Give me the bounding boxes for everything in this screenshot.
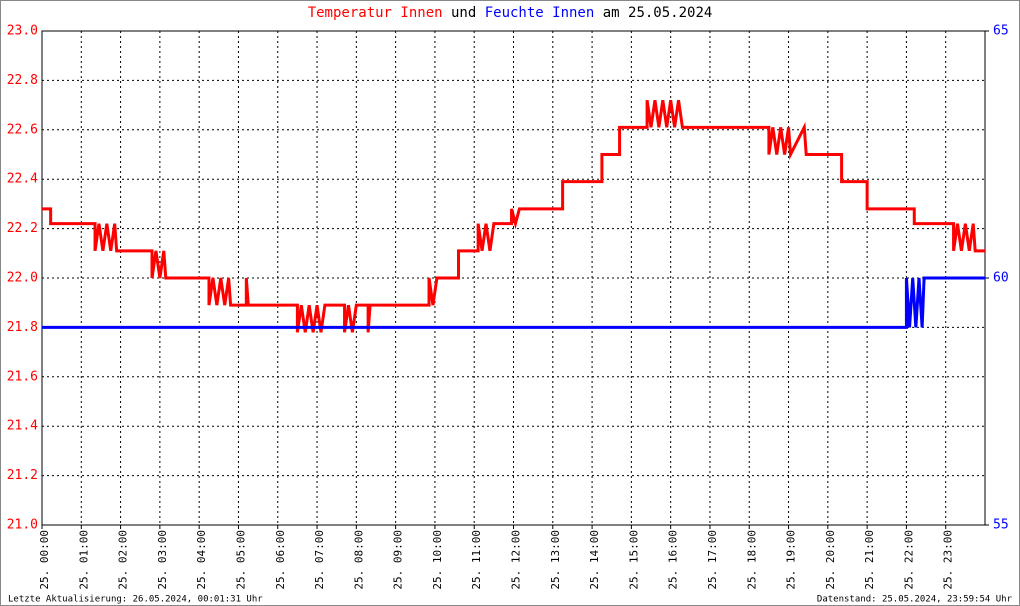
x-tick-label: 25. 12:00 [510,530,523,590]
x-tick-label: 25. 02:00 [117,530,130,590]
x-tick-label: 25. 21:00 [863,530,876,590]
y2-tick-label: 55 [993,518,1009,533]
x-tick-label: 25. 07:00 [313,530,326,590]
y-tick-label: 21.2 [7,468,38,483]
x-tick-label: 25. 20:00 [824,530,837,590]
x-tick-label: 25. 06:00 [274,530,287,590]
title-series-1: Temperatur Innen [308,5,443,21]
y-tick-label: 21.8 [7,320,38,335]
x-tick-label: 25. 16:00 [667,530,680,590]
x-tick-label: 25. 09:00 [392,530,405,590]
x-tick-label: 25. 17:00 [706,530,719,590]
x-tick-label: 25. 14:00 [588,530,601,590]
x-tick-label: 25. 03:00 [156,530,169,590]
x-tick-label: 25. 22:00 [902,530,915,590]
x-tick-label: 25. 00:00 [38,530,51,590]
title-suffix: am 25.05.2024 [603,5,713,21]
series-line [42,99,985,333]
y-tick-label: 22.0 [7,271,38,286]
y-tick-label: 23.0 [7,24,38,39]
title-series-2: Feuchte Innen [485,5,595,21]
y-tick-label: 22.4 [7,172,38,187]
x-tick-label: 25. 15:00 [627,530,640,590]
x-tick-label: 25. 05:00 [234,530,247,590]
y-tick-label: 21.4 [7,419,38,434]
y-tick-label: 21.6 [7,369,38,384]
x-tick-label: 25. 23:00 [942,530,955,590]
y-tick-label: 22.8 [7,73,38,88]
chart-title: Temperatur Innen und Feuchte Innen am 25… [308,5,713,21]
footer-right: Datenstand: 25.05.2024, 23:59:54 Uhr [817,595,1013,605]
y2-tick-label: 60 [993,271,1009,286]
y-tick-label: 21.0 [7,518,38,533]
x-tick-label: 25. 01:00 [77,530,90,590]
x-tick-label: 25. 10:00 [431,530,444,590]
x-tick-label: 25. 11:00 [470,530,483,590]
x-tick-label: 25. 13:00 [549,530,562,590]
y2-tick-label: 65 [993,24,1009,39]
series-line [42,276,985,329]
x-tick-label: 25. 08:00 [352,530,365,590]
footer-left: Letzte Aktualisierung: 26.05.2024, 00:01… [8,595,263,605]
y-tick-label: 22.2 [7,221,38,236]
title-connector: und [451,5,476,21]
x-tick-label: 25. 18:00 [745,530,758,590]
y-tick-label: 22.6 [7,122,38,137]
x-tick-label: 25. 04:00 [195,530,208,590]
x-tick-label: 25. 19:00 [785,530,798,590]
